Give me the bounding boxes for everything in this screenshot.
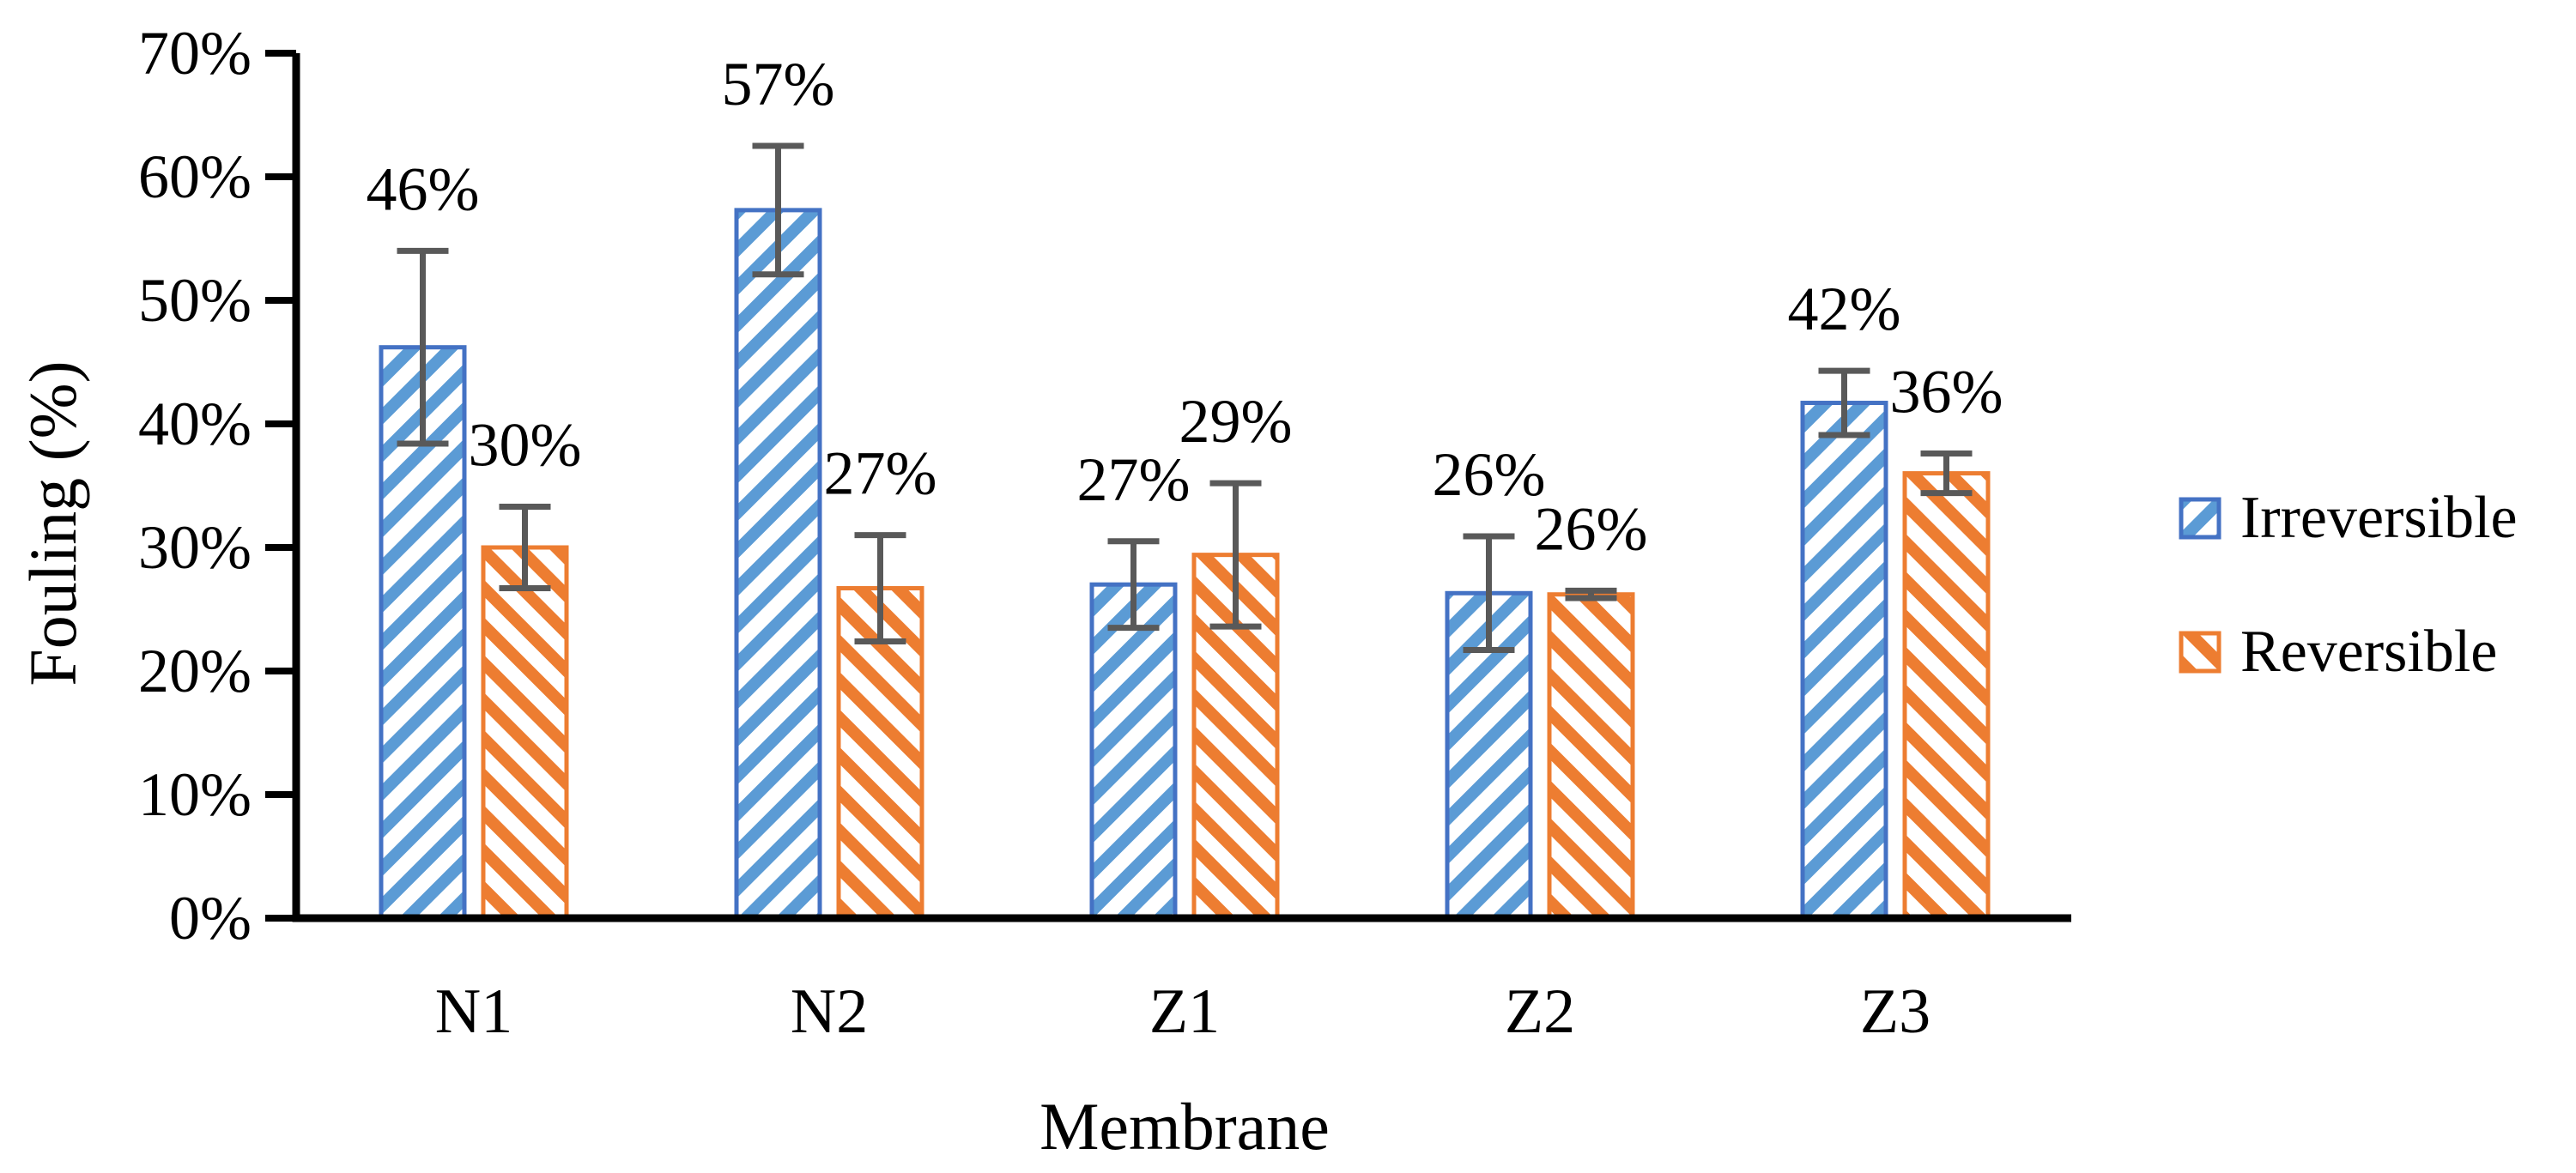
legend-item-reversible: Reversible — [2179, 618, 2518, 686]
data-label-irreversible-N1: 46% — [367, 154, 480, 223]
bar-irreversible-Z3 — [1800, 401, 1888, 921]
legend-swatch-reversible-icon — [2179, 631, 2221, 674]
category-label-Z3: Z3 — [1860, 976, 1930, 1047]
data-label-irreversible-Z3: 42% — [1788, 275, 1901, 343]
category-label-N2: N2 — [791, 976, 868, 1047]
data-label-irreversible-N2: 57% — [722, 50, 835, 118]
data-label-reversible-Z2: 26% — [1535, 494, 1648, 563]
bar-reversible-Z2 — [1547, 592, 1635, 921]
y-tick-label-70: 70% — [138, 19, 252, 88]
legend: Irreversible Reversible — [2179, 484, 2518, 686]
data-label-irreversible-Z1: 27% — [1077, 445, 1191, 514]
category-label-N1: N1 — [435, 976, 512, 1047]
legend-label-reversible: Reversible — [2240, 619, 2498, 685]
data-label-reversible-N2: 27% — [824, 439, 937, 508]
y-tick-label-30: 30% — [138, 513, 252, 582]
y-tick-label-0: 0% — [169, 884, 252, 952]
bar-irreversible-N2 — [734, 208, 822, 921]
category-label-Z1: Z1 — [1149, 976, 1220, 1047]
y-tick-label-10: 10% — [138, 760, 252, 829]
data-label-reversible-Z1: 29% — [1179, 387, 1293, 456]
legend-swatch-irreversible-icon — [2179, 497, 2221, 540]
x-axis-title: Membrane — [1039, 1089, 1330, 1164]
y-tick-label-60: 60% — [138, 142, 252, 211]
legend-item-irreversible: Irreversible — [2179, 484, 2518, 553]
category-label-Z2: Z2 — [1505, 976, 1575, 1047]
data-label-reversible-Z3: 36% — [1890, 358, 2003, 426]
y-tick-label-20: 20% — [138, 637, 252, 705]
data-label-reversible-N1: 30% — [469, 410, 582, 479]
data-label-irreversible-Z2: 26% — [1433, 440, 1546, 509]
y-axis-title: Fouling (%) — [15, 360, 90, 686]
bar-irreversible-Z1 — [1089, 582, 1178, 921]
y-tick-label-40: 40% — [138, 390, 252, 458]
bar-reversible-N1 — [481, 545, 569, 921]
legend-label-irreversible: Irreversible — [2240, 485, 2518, 551]
bar-reversible-Z3 — [1902, 471, 1991, 921]
y-tick-label-50: 50% — [138, 266, 252, 335]
